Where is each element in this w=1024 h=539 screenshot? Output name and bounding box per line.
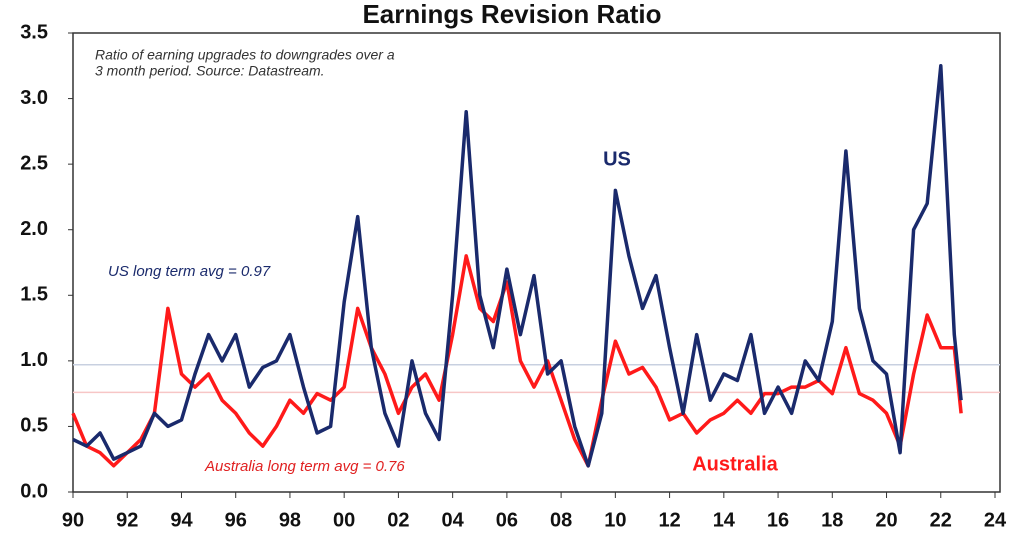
x-tick-label: 00 (333, 509, 355, 531)
x-tick-label: 94 (170, 509, 193, 531)
plot-frame (72, 32, 1001, 493)
x-tick-label: 08 (550, 509, 572, 531)
series-line (71, 254, 963, 468)
reference-label: US long term avg = 0.97 (108, 263, 271, 280)
chart-title: Earnings Revision Ratio (362, 0, 661, 29)
x-tick-label: 06 (496, 509, 518, 531)
series-label: Australia (692, 453, 778, 475)
y-tick-label: 1.5 (20, 284, 48, 306)
y-tick-label: 0.0 (20, 480, 48, 502)
x-tick-label: 90 (62, 509, 84, 531)
reference-label: Australia long term avg = 0.76 (204, 458, 405, 475)
x-tick-label: 20 (875, 509, 897, 531)
y-tick-label: 2.5 (20, 152, 48, 174)
x-tick-label: 14 (713, 509, 736, 531)
series-label: US (603, 148, 631, 170)
y-tick-label: 3.0 (20, 87, 48, 109)
x-tick-label: 24 (984, 509, 1007, 531)
x-tick-label: 10 (604, 509, 626, 531)
x-tick-label: 04 (442, 509, 465, 531)
x-tick-label: 92 (116, 509, 138, 531)
x-tick-label: 12 (658, 509, 680, 531)
note: Ratio of earning upgrades to downgrades … (95, 47, 395, 63)
x-tick-label: 22 (930, 509, 952, 531)
y-tick-label: 1.0 (20, 349, 48, 371)
y-tick-label: 3.5 (20, 21, 48, 43)
note: 3 month period. Source: Datastream. (95, 63, 325, 79)
x-tick-label: 02 (387, 509, 409, 531)
x-tick-label: 98 (279, 509, 301, 531)
y-tick-label: 0.5 (20, 415, 48, 437)
y-tick-label: 2.0 (20, 218, 48, 240)
x-tick-label: 96 (225, 509, 247, 531)
x-tick-label: 16 (767, 509, 789, 531)
x-tick-label: 18 (821, 509, 843, 531)
series-line (72, 64, 963, 468)
